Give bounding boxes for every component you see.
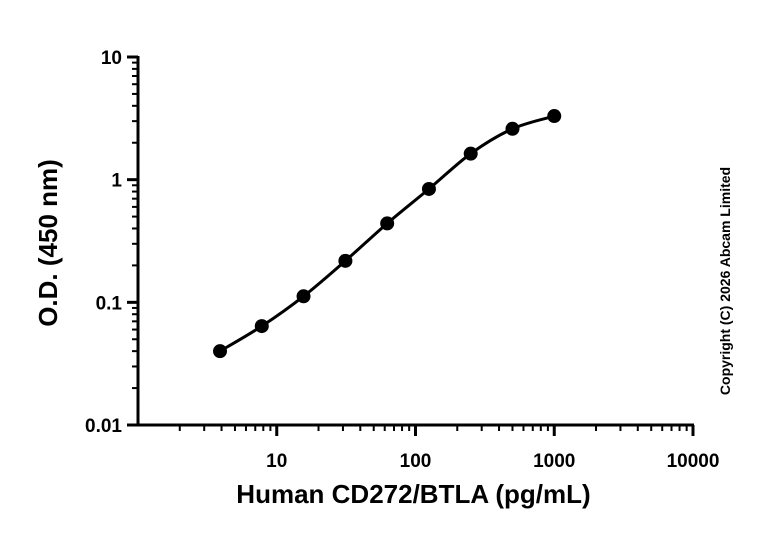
data-point (338, 253, 353, 268)
y-tick-label: 10 (101, 48, 122, 69)
data-point (380, 216, 395, 231)
y-axis-title: O.D. (450 nm) (33, 159, 63, 327)
y-tick-label: 0.01 (85, 416, 122, 437)
x-axis: 10 100 1000 10000 (130, 423, 720, 472)
copyright-notice: Copyright (C) 2026 Abcam Limited (717, 167, 733, 395)
y-axis: 0.01 0.1 1 10 (85, 48, 140, 437)
data-point (296, 289, 311, 304)
x-tick-label: 100 (400, 451, 432, 472)
data-point (547, 109, 562, 124)
x-axis-title: Human CD272/BTLA (pg/mL) (236, 479, 590, 509)
fit-curve (219, 114, 555, 353)
data-point (213, 344, 228, 359)
y-tick-label: 1 (111, 171, 122, 192)
x-tick-label: 10 (266, 451, 287, 472)
y-tick-label: 0.1 (96, 293, 123, 314)
data-point (505, 121, 520, 136)
data-point (463, 146, 478, 161)
data-point (254, 319, 269, 334)
x-tick-label: 10000 (667, 451, 720, 472)
data-point (421, 181, 436, 196)
x-tick-label: 1000 (533, 451, 575, 472)
